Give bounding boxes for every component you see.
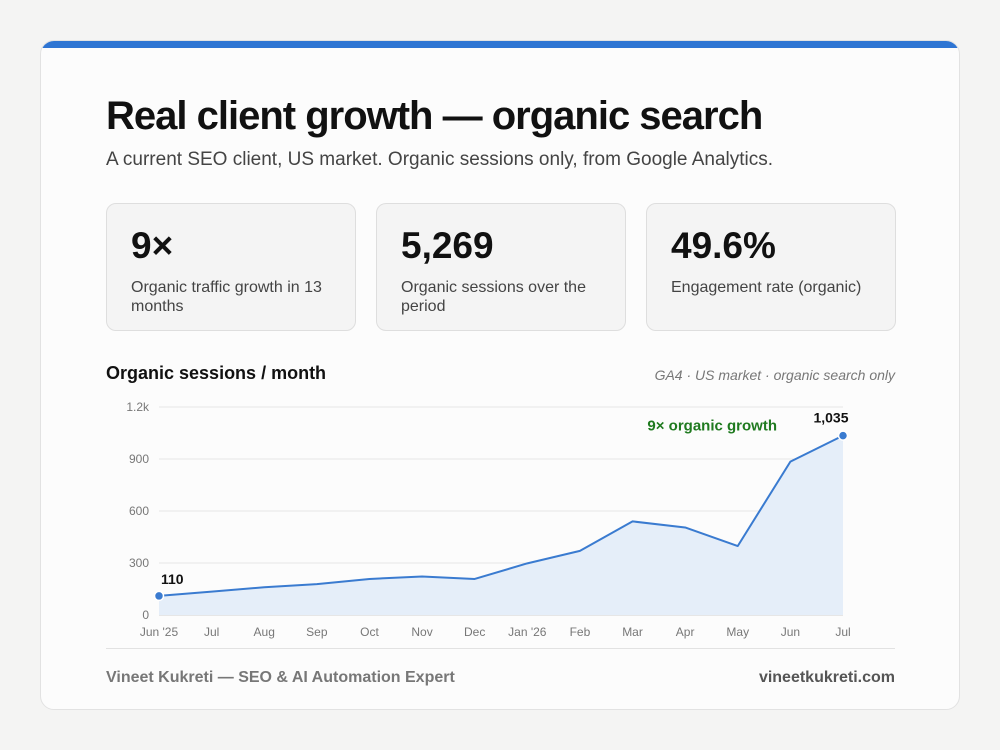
x-tick-label: Jul	[835, 625, 850, 639]
footer-website: vineetkukreti.com	[758, 669, 895, 686]
footer-author: Vineet Kukreti — SEO & AI Automation Exp…	[106, 669, 455, 686]
x-tick-label: Feb	[570, 625, 591, 639]
end-data-label: 1,035	[813, 410, 848, 426]
stat-card-engagement: 49.6% Engagement rate (organic)	[646, 203, 896, 331]
x-tick-label: Jul	[204, 625, 219, 639]
x-tick-label: Oct	[360, 625, 379, 639]
stat-value: 5,269	[401, 225, 494, 266]
stat-label: Organic traffic growth in 13 months	[131, 279, 322, 315]
x-tick-label: Jan '26	[508, 625, 547, 639]
series-area	[159, 435, 843, 615]
end-point	[837, 430, 849, 441]
stat-value: 49.6%	[671, 225, 776, 266]
start-point	[153, 590, 165, 602]
x-tick-label: Jun '25	[140, 625, 179, 639]
x-tick-label: May	[726, 625, 749, 639]
y-tick-label: 0	[142, 608, 149, 622]
x-tick-label: Nov	[411, 625, 432, 639]
stat-label: Organic sessions over the period	[401, 279, 586, 315]
card: Real client growth — organic search A cu…	[40, 40, 960, 710]
sessions-chart: 0 300 600 900 1.2k Jun '25 Jul Aug Sep Oct Nov Dec J…	[126, 400, 850, 639]
chart-source: GA4 · US market · organic search only	[654, 367, 895, 383]
y-tick-label: 900	[129, 452, 149, 466]
stat-value: 9×	[131, 225, 174, 266]
footer-divider	[106, 648, 895, 649]
chart-title: Organic sessions / month	[106, 363, 327, 383]
x-tick-label: Apr	[676, 625, 695, 639]
page-title: Real client growth — organic search	[106, 94, 763, 138]
growth-callout: 9× organic growth	[647, 418, 777, 435]
x-tick-label: Dec	[464, 625, 485, 639]
y-tick-label: 300	[129, 556, 149, 570]
stat-card-sessions: 5,269 Organic sessions over the period	[376, 203, 626, 331]
y-tick-label: 1.2k	[126, 400, 150, 414]
x-tick-label: Mar	[622, 625, 643, 639]
y-tick-label: 600	[129, 504, 149, 518]
series-line	[158, 434, 844, 597]
x-tick-label: Jun	[781, 625, 800, 639]
page-subtitle: A current SEO client, US market. Organic…	[106, 149, 774, 170]
stat-label: Engagement rate (organic)	[671, 279, 862, 296]
accent-bar	[41, 41, 959, 48]
stat-card-growth: 9× Organic traffic growth in 13 months	[106, 203, 356, 331]
start-data-label: 110	[161, 571, 184, 587]
x-tick-label: Sep	[306, 625, 328, 639]
x-tick-label: Aug	[254, 625, 275, 639]
